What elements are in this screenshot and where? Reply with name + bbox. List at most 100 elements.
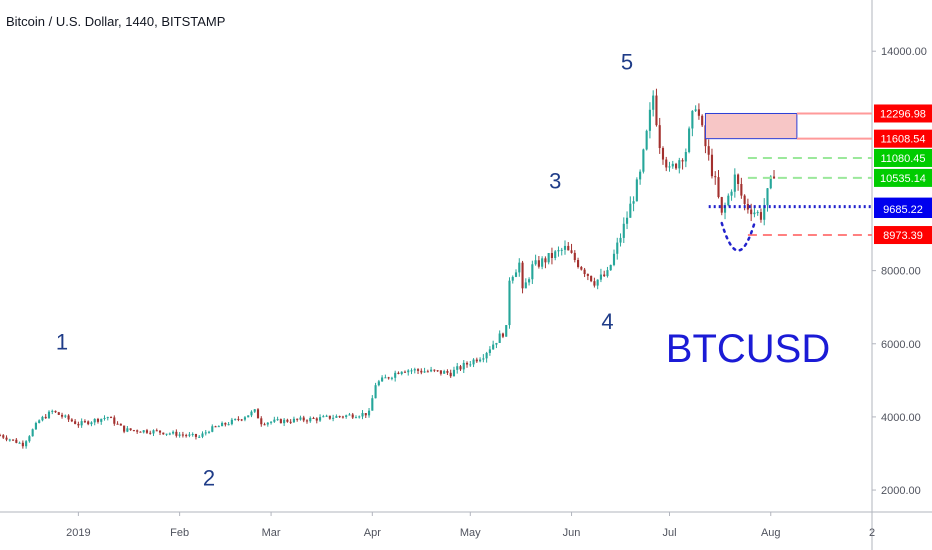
candle: [658, 117, 661, 154]
candle: [720, 196, 723, 216]
price-level-tag: 12296.98: [874, 104, 932, 123]
rounded-bottom-arc[interactable]: [720, 221, 756, 252]
wave-label: 1: [56, 329, 68, 354]
candle: [181, 431, 184, 438]
price-tick-label: 14000.00: [881, 46, 927, 58]
candle: [577, 257, 580, 269]
candle: [694, 105, 697, 113]
candle: [234, 418, 237, 421]
candle: [77, 421, 80, 428]
candle: [93, 418, 96, 426]
candle: [599, 268, 602, 283]
candle: [237, 416, 240, 422]
candle: [710, 148, 714, 179]
candle: [534, 254, 537, 266]
candle: [38, 419, 41, 424]
candle: [439, 370, 442, 376]
candle: [681, 158, 684, 170]
candle: [185, 433, 188, 438]
candle: [505, 324, 508, 337]
candle: [8, 438, 11, 442]
candle: [155, 428, 158, 432]
candle: [44, 414, 47, 419]
candle: [750, 203, 753, 222]
price-level-label: 9685.22: [883, 204, 923, 216]
candle: [639, 169, 642, 185]
candle: [100, 418, 103, 425]
candle: [296, 418, 299, 422]
candle: [113, 415, 116, 426]
candle: [201, 431, 204, 439]
candle: [514, 269, 518, 278]
candle: [609, 264, 612, 271]
candle: [34, 421, 37, 430]
candle: [413, 367, 416, 374]
candle: [364, 413, 367, 418]
candle: [423, 367, 426, 373]
candle: [501, 332, 505, 339]
candle: [537, 256, 540, 269]
candle: [459, 364, 462, 371]
time-tick-label: 2: [869, 527, 875, 539]
candle: [544, 256, 547, 269]
candle: [41, 415, 44, 422]
candle: [90, 421, 93, 427]
candle: [136, 429, 139, 434]
candle: [433, 369, 436, 373]
candle: [737, 173, 740, 191]
candle: [416, 368, 420, 374]
candle: [436, 370, 439, 372]
candle: [622, 217, 625, 244]
candle: [495, 342, 498, 349]
candle: [541, 256, 544, 270]
candle: [746, 198, 749, 214]
candle: [80, 418, 83, 428]
candle: [338, 415, 341, 419]
candle: [655, 88, 658, 127]
candle: [528, 277, 531, 286]
candle: [263, 422, 266, 426]
candle: [772, 170, 776, 179]
candle: [547, 253, 550, 265]
candle: [452, 366, 456, 377]
candle: [733, 168, 736, 198]
candle: [15, 438, 18, 444]
candle: [283, 418, 286, 427]
price-level-label: 11080.45: [880, 153, 925, 165]
candle: [714, 171, 717, 185]
candle: [227, 421, 230, 426]
candle: [766, 187, 769, 212]
price-tick-label: 6000.00: [881, 339, 921, 351]
candle: [273, 416, 276, 423]
time-tick-label: Feb: [170, 527, 189, 539]
resistance-zone[interactable]: [704, 112, 798, 140]
candle: [221, 421, 224, 427]
candle: [648, 102, 651, 139]
candle: [462, 360, 465, 373]
time-tick-label: Jul: [662, 527, 676, 539]
candle: [96, 417, 100, 424]
candle: [629, 196, 632, 218]
candle: [596, 279, 599, 290]
candle: [707, 139, 710, 161]
candle: [149, 430, 152, 435]
candle: [57, 411, 60, 416]
candle: [684, 148, 687, 168]
candle: [106, 416, 109, 421]
candle: [642, 148, 645, 174]
candle: [260, 416, 263, 427]
candle: [74, 419, 77, 425]
candle: [168, 432, 171, 436]
time-tick-label: May: [460, 527, 481, 539]
time-tick-label: Aug: [761, 527, 781, 539]
candle: [60, 412, 64, 419]
candle: [635, 177, 638, 202]
price-level-label: 8973.39: [883, 230, 923, 242]
candle: [753, 206, 756, 218]
price-level-tag: 11608.54: [874, 129, 932, 148]
candle: [21, 440, 24, 449]
candle: [488, 346, 491, 356]
wave-label: 2: [203, 465, 215, 490]
